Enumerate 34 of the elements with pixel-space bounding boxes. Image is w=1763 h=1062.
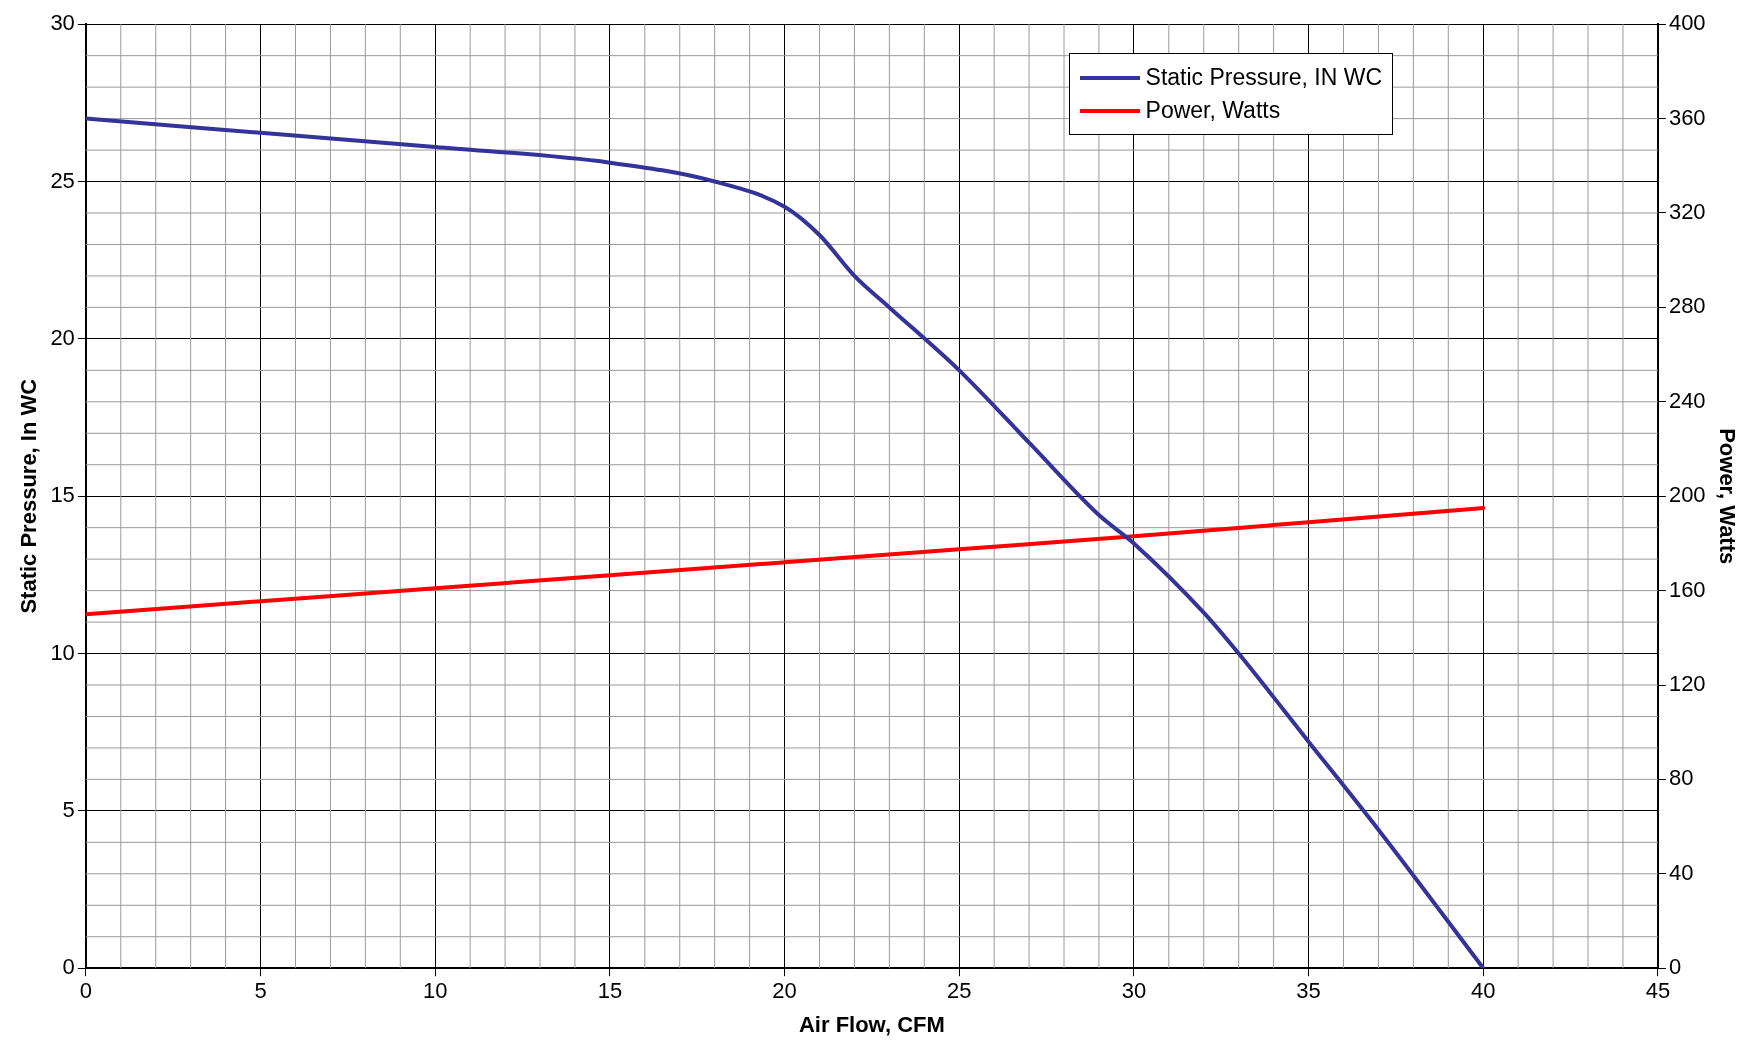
y2-tick-label: 320 [1668,199,1706,225]
x-tick-label: 40 [1470,978,1496,1004]
x-axis-title: Air Flow, CFM [798,1011,945,1037]
y2-tick-label: 360 [1668,104,1706,130]
y-tick-label: 25 [50,167,75,193]
y-tick-label: 0 [62,954,75,980]
y-tick-label: 5 [62,796,75,822]
y2-tick-label: 160 [1668,576,1706,602]
y2-axis-title: Power, Watts [1714,428,1740,565]
y-tick-label: 20 [50,324,75,350]
y2-tick-label: 40 [1668,859,1694,885]
y-tick-label: 30 [50,10,75,36]
x-tick-label: 20 [772,978,797,1004]
legend-label: Power, Watts [1145,97,1281,124]
y-axis-title: Static Pressure, In WC [16,378,42,614]
x-tick-label: 10 [422,978,448,1004]
y2-tick-label: 80 [1668,765,1694,791]
y-tick-label: 10 [50,639,75,665]
y2-tick-label: 400 [1668,10,1706,36]
x-tick-label: 25 [946,978,972,1004]
y2-tick-label: 0 [1668,954,1682,980]
y2-tick-label: 240 [1668,387,1706,413]
y2-tick-label: 280 [1668,293,1706,319]
y-tick-label: 15 [50,482,75,508]
x-tick-label: 35 [1296,978,1321,1004]
x-tick-label: 30 [1121,978,1147,1004]
y2-tick-label: 120 [1668,671,1706,697]
x-tick-label: 0 [79,978,92,1004]
x-tick-label: 15 [597,978,623,1004]
x-tick-label: 5 [254,978,267,1004]
x-tick-label: 45 [1645,978,1671,1004]
line-series [85,506,1486,617]
y2-tick-label: 200 [1668,482,1706,508]
legend-label: Static Pressure, IN WC [1145,64,1382,91]
